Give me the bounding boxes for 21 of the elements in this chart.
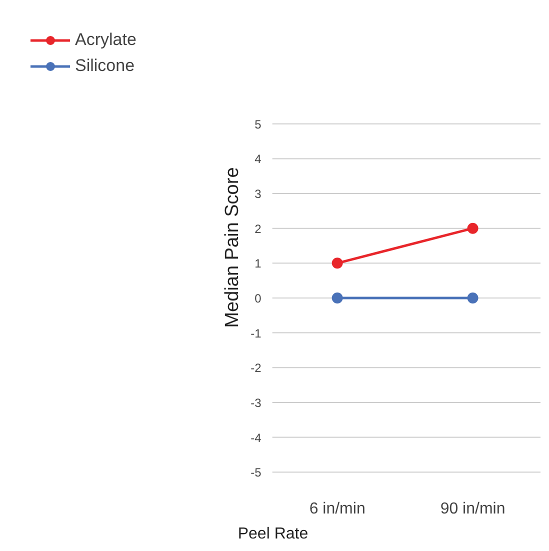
y-tick-label: 0 <box>254 291 262 306</box>
point <box>467 292 478 304</box>
x-tick-label: 90 in/min <box>440 500 506 518</box>
y-tick-label: -5 <box>250 466 262 480</box>
y-tick-label: -2 <box>250 361 262 376</box>
y-tick-label: 3 <box>254 187 262 202</box>
x-axis-title: Peel Rate <box>238 526 308 542</box>
legend-label: Acrylate <box>75 30 136 50</box>
y-tick-label: -3 <box>250 396 262 410</box>
y-tick-label: -4 <box>250 430 262 445</box>
y-tick-label: 4 <box>254 152 262 166</box>
point <box>332 258 343 269</box>
point <box>332 292 343 304</box>
x-tick-label: 6 in/min <box>309 500 366 518</box>
legend-label: Silicone <box>75 56 135 76</box>
y-tick-label: -1 <box>250 326 262 340</box>
y-tick-label: 5 <box>254 117 262 132</box>
point <box>467 222 478 234</box>
y-axis-title: Median Pain Score <box>222 167 243 328</box>
y-tick-label: 2 <box>254 222 262 236</box>
y-tick-label: 1 <box>254 256 262 271</box>
